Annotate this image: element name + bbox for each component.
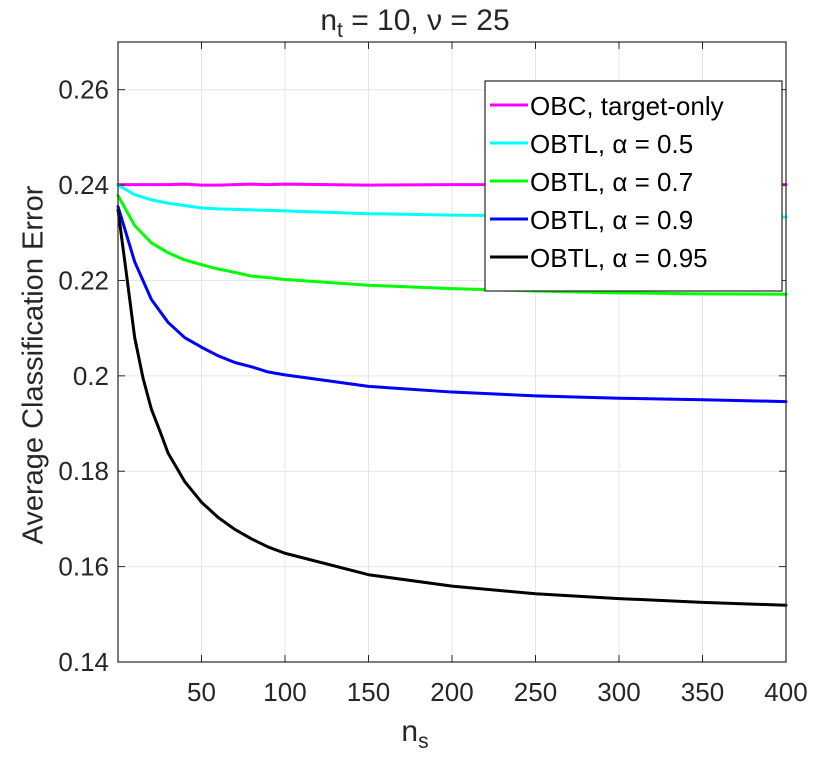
y-tick-label: 0.18: [58, 456, 109, 486]
x-tick-label: 250: [514, 677, 557, 707]
series-line-5: [116, 208, 788, 607]
y-tick-label: 0.22: [58, 265, 109, 295]
x-tick-label: 100: [263, 677, 306, 707]
series-line-4: [116, 205, 788, 404]
legend-label-1: OBC, target-only: [530, 91, 724, 121]
x-tick-label: 150: [347, 677, 390, 707]
legend-box: [484, 80, 783, 292]
x-tick-label: 350: [681, 677, 724, 707]
legend-label-5: OBTL, α = 0.95: [530, 243, 708, 273]
x-tick-label: 50: [187, 677, 216, 707]
y-tick-label: 0.2: [73, 361, 109, 391]
x-tick-label: 200: [430, 677, 473, 707]
legend-label-3: OBTL, α = 0.7: [530, 167, 693, 197]
x-tick-label: 400: [764, 677, 807, 707]
y-tick-label: 0.14: [58, 647, 109, 677]
x-axis-label: ns: [401, 715, 429, 753]
legend-label-4: OBTL, α = 0.9: [530, 205, 693, 235]
chart-title: nt = 10, ν = 25: [320, 4, 510, 42]
legend-label-2: OBTL, α = 0.5: [530, 129, 693, 159]
y-tick-label: 0.24: [58, 170, 109, 200]
y-axis-label: Average Classification Error: [17, 185, 50, 545]
y-tick-label: 0.16: [58, 552, 109, 582]
x-tick-label: 300: [597, 677, 640, 707]
y-tick-label: 0.26: [58, 75, 109, 105]
